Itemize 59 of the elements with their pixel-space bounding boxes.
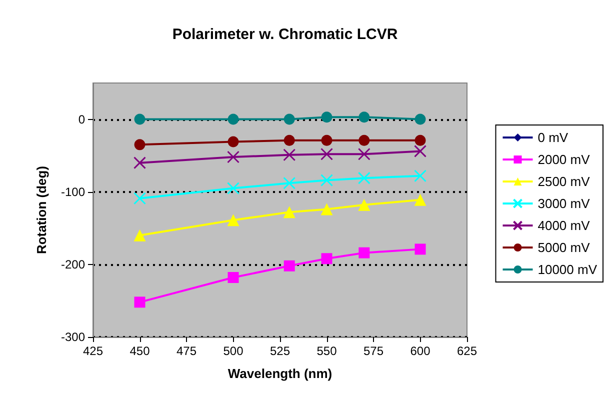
point — [284, 260, 295, 272]
point — [284, 114, 295, 125]
point — [134, 114, 146, 125]
point — [414, 144, 426, 158]
point — [414, 194, 426, 206]
x-tick-label: 425 — [82, 344, 104, 358]
point — [358, 198, 370, 211]
x-tick-label: 550 — [316, 344, 338, 358]
point — [283, 148, 296, 162]
y-tick-label: 0 — [78, 112, 86, 126]
x-tick-label: 500 — [223, 344, 244, 358]
point — [228, 272, 239, 283]
legend-label: 5000 mV — [538, 240, 590, 255]
point — [134, 192, 146, 205]
chart-title: Polarimeter w. Chromatic LCVR — [172, 26, 398, 43]
legend-label: 4000 mV — [538, 218, 590, 233]
point — [358, 247, 370, 258]
point — [284, 134, 295, 146]
point — [414, 170, 426, 182]
point — [283, 206, 296, 218]
y-axis-title: Rotation (deg) — [34, 166, 49, 254]
legend-label: 2000 mV — [538, 152, 590, 167]
legend-label: 2500 mV — [538, 174, 590, 189]
point — [358, 134, 370, 146]
point — [320, 203, 333, 216]
x-tick-label: 450 — [130, 344, 150, 358]
point — [321, 134, 332, 146]
point — [320, 148, 333, 160]
point — [227, 182, 240, 194]
point — [320, 174, 333, 186]
point — [358, 148, 370, 160]
point — [358, 112, 370, 123]
point — [358, 172, 370, 184]
y-tick-label: -200 — [60, 257, 86, 272]
point — [283, 176, 296, 190]
point — [414, 244, 426, 255]
x-tick-label: 575 — [363, 344, 384, 358]
point — [134, 229, 146, 242]
point — [134, 139, 146, 150]
y-tick-label: -100 — [60, 184, 86, 199]
point — [321, 112, 332, 123]
x-tick-label: 475 — [176, 344, 197, 358]
point — [414, 114, 426, 125]
point — [228, 114, 239, 125]
legend-label: 10000 mV — [538, 262, 598, 277]
point — [321, 253, 332, 264]
x-axis-title: Wavelength (nm) — [228, 366, 332, 381]
point — [227, 214, 240, 226]
point — [414, 134, 426, 146]
legend-label: 3000 mV — [538, 196, 590, 211]
x-tick-label: 600 — [410, 344, 431, 358]
point — [228, 136, 239, 148]
legend-label: 0 mV — [538, 130, 568, 145]
x-tick-label: 525 — [270, 344, 290, 358]
x-tick-label: 625 — [456, 344, 478, 358]
point — [134, 296, 146, 308]
point — [227, 150, 240, 164]
y-tick-label: -300 — [60, 330, 86, 344]
point — [134, 156, 146, 170]
